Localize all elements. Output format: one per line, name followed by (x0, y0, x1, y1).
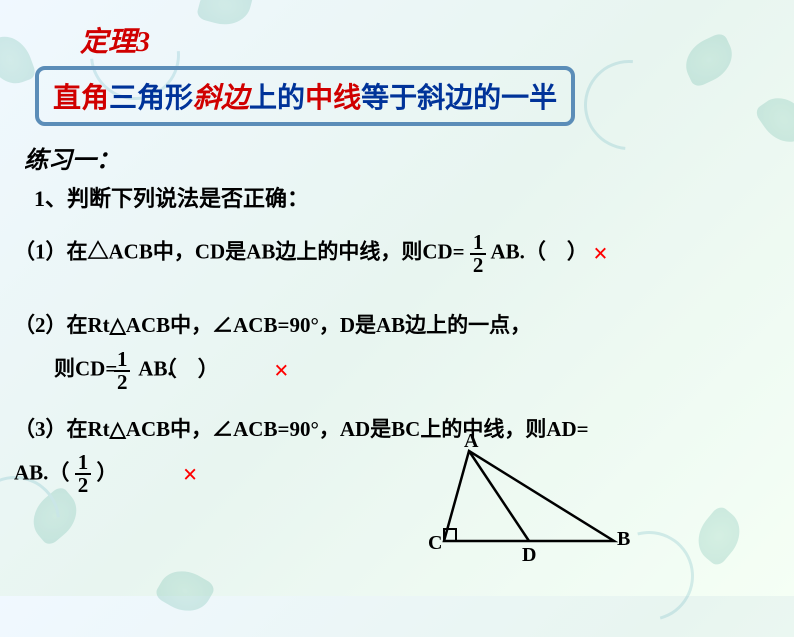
p1-suffix: AB.（ ） (490, 240, 587, 264)
theorem-part-1: 三角形 (109, 83, 193, 114)
p3-line2-prefix: AB.（ (14, 460, 69, 484)
theorem-number: 3 (136, 27, 150, 58)
problem-2: （2）在Rt△ACB中，∠ACB=90°，D是AB边上的一点， 则CD= AB.… (14, 306, 774, 395)
exercise-title: 练习一： (24, 140, 774, 175)
theorem-part-0: 直角 (53, 83, 109, 114)
question-intro: 1、判断下列说法是否正确： (34, 181, 774, 213)
theorem-prefix: 定理 (80, 27, 136, 58)
problem-1: （1）在△ACB中，CD是AB边上的中线，则CD= 12 AB.（ ） × (14, 229, 774, 278)
theorem-part-2: 斜边 (193, 83, 249, 114)
theorem-part-4: 中线 (305, 83, 361, 114)
theorem-part-5: 等于斜边的一半 (361, 83, 557, 114)
fraction-icon: 12 (470, 232, 487, 276)
p2-line2-suffix: （ ） (156, 357, 219, 381)
p3-line2-suffix: ） (96, 460, 117, 484)
problem-3: （3）在Rt△ACB中，∠ACB=90°，AD是BC上的中线，则AD= AB.（… (14, 410, 774, 499)
cross-icon: × (593, 229, 608, 278)
label-d: D (522, 544, 536, 567)
p3-line1: （3）在Rt△ACB中，∠ACB=90°，AD是BC上的中线，则AD= (14, 410, 774, 450)
p2-line1: （2）在Rt△ACB中，∠ACB=90°，D是AB边上的一点， (14, 306, 774, 346)
p1-prefix: （1）在△ACB中，CD是AB边上的中线，则CD= (14, 240, 465, 264)
label-b: B (617, 528, 630, 551)
fraction-icon: 12 (114, 349, 131, 393)
cross-icon: × (183, 450, 198, 499)
theorem-part-3: 上的 (249, 83, 305, 114)
theorem-title: 定理3 (80, 20, 774, 60)
content-area: 定理3 直角三角形斜边上的中线等于斜边的一半 练习一： 1、判断下列说法是否正确… (0, 0, 794, 519)
label-c: C (428, 532, 442, 555)
cross-icon: × (274, 346, 289, 395)
fraction-icon: 12 (75, 452, 92, 496)
theorem-box: 直角三角形斜边上的中线等于斜边的一半 (35, 66, 575, 126)
